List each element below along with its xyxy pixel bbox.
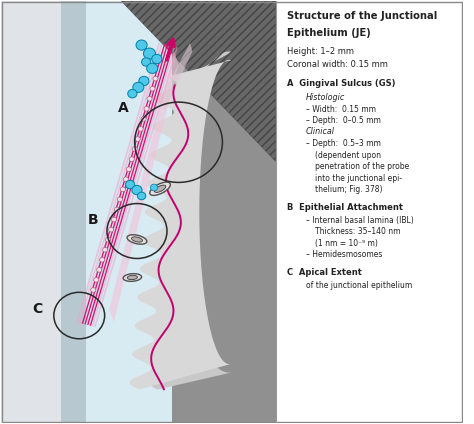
Circle shape	[135, 137, 140, 141]
Text: Coronal width: 0.15 mm: Coronal width: 0.15 mm	[287, 60, 388, 69]
Circle shape	[94, 278, 99, 282]
Text: Clinical: Clinical	[306, 128, 335, 137]
Text: penetration of the probe: penetration of the probe	[315, 162, 409, 171]
Circle shape	[144, 48, 155, 59]
Circle shape	[102, 247, 108, 252]
Circle shape	[129, 157, 134, 162]
Circle shape	[118, 197, 122, 202]
Ellipse shape	[131, 237, 142, 242]
Text: Epithelium (JE): Epithelium (JE)	[287, 28, 371, 38]
Text: Height: 1–2 mm: Height: 1–2 mm	[287, 47, 354, 56]
Polygon shape	[61, 1, 86, 423]
Circle shape	[142, 58, 151, 66]
Text: (dependent upon: (dependent upon	[315, 151, 381, 160]
Circle shape	[150, 86, 155, 91]
Circle shape	[126, 167, 131, 172]
Polygon shape	[121, 1, 275, 161]
Circle shape	[106, 237, 110, 242]
Text: of the junctional epithelium: of the junctional epithelium	[306, 281, 412, 290]
Circle shape	[139, 76, 149, 86]
Circle shape	[133, 82, 144, 92]
Circle shape	[144, 106, 149, 111]
Circle shape	[111, 217, 117, 222]
Ellipse shape	[128, 275, 137, 279]
Text: Histologic: Histologic	[306, 93, 345, 102]
Polygon shape	[148, 51, 232, 390]
Text: – Depth:  0–0.5 mm: – Depth: 0–0.5 mm	[306, 116, 381, 125]
Circle shape	[132, 147, 137, 151]
Ellipse shape	[155, 185, 166, 192]
Text: C: C	[33, 302, 43, 316]
Circle shape	[141, 117, 146, 121]
Circle shape	[114, 207, 119, 212]
Polygon shape	[172, 1, 275, 423]
Text: A: A	[118, 101, 128, 115]
Text: A  Gingival Sulcus (GS): A Gingival Sulcus (GS)	[287, 79, 396, 88]
Circle shape	[91, 287, 96, 292]
Ellipse shape	[127, 235, 147, 244]
Text: C  Apical Extent: C Apical Extent	[287, 268, 362, 277]
Circle shape	[153, 76, 158, 81]
Text: (1 nm = 10⁻⁹ m): (1 nm = 10⁻⁹ m)	[315, 239, 378, 248]
Polygon shape	[109, 51, 179, 322]
Polygon shape	[158, 43, 192, 111]
Circle shape	[123, 177, 128, 181]
Text: Structure of the Junctional: Structure of the Junctional	[287, 11, 438, 21]
Text: – Hemidesmosomes: – Hemidesmosomes	[306, 250, 382, 259]
Circle shape	[109, 227, 114, 232]
Ellipse shape	[123, 273, 142, 282]
Circle shape	[150, 184, 158, 191]
Text: Thickness: 35–140 nm: Thickness: 35–140 nm	[315, 227, 401, 236]
Polygon shape	[0, 1, 61, 423]
Circle shape	[120, 187, 126, 192]
Text: thelium; Fig. 378): thelium; Fig. 378)	[315, 185, 383, 194]
Ellipse shape	[150, 182, 170, 195]
Text: – Depth:  0.5–3 mm: – Depth: 0.5–3 mm	[306, 139, 381, 148]
Text: into the junctional epi-: into the junctional epi-	[315, 173, 402, 183]
Circle shape	[128, 89, 137, 98]
Circle shape	[146, 63, 158, 73]
Circle shape	[97, 268, 102, 272]
Text: – Width:  0.15 mm: – Width: 0.15 mm	[306, 105, 375, 114]
Circle shape	[147, 96, 152, 101]
Text: – Internal basal lamina (IBL): – Internal basal lamina (IBL)	[306, 216, 413, 225]
Circle shape	[138, 127, 143, 131]
Polygon shape	[0, 1, 275, 423]
Polygon shape	[130, 60, 231, 390]
Circle shape	[126, 180, 135, 189]
Text: B: B	[88, 213, 99, 227]
Circle shape	[132, 185, 142, 195]
Circle shape	[137, 192, 146, 200]
Circle shape	[100, 257, 105, 262]
Text: B  Epithelial Attachment: B Epithelial Attachment	[287, 203, 403, 212]
Circle shape	[136, 40, 147, 50]
Circle shape	[152, 54, 162, 64]
